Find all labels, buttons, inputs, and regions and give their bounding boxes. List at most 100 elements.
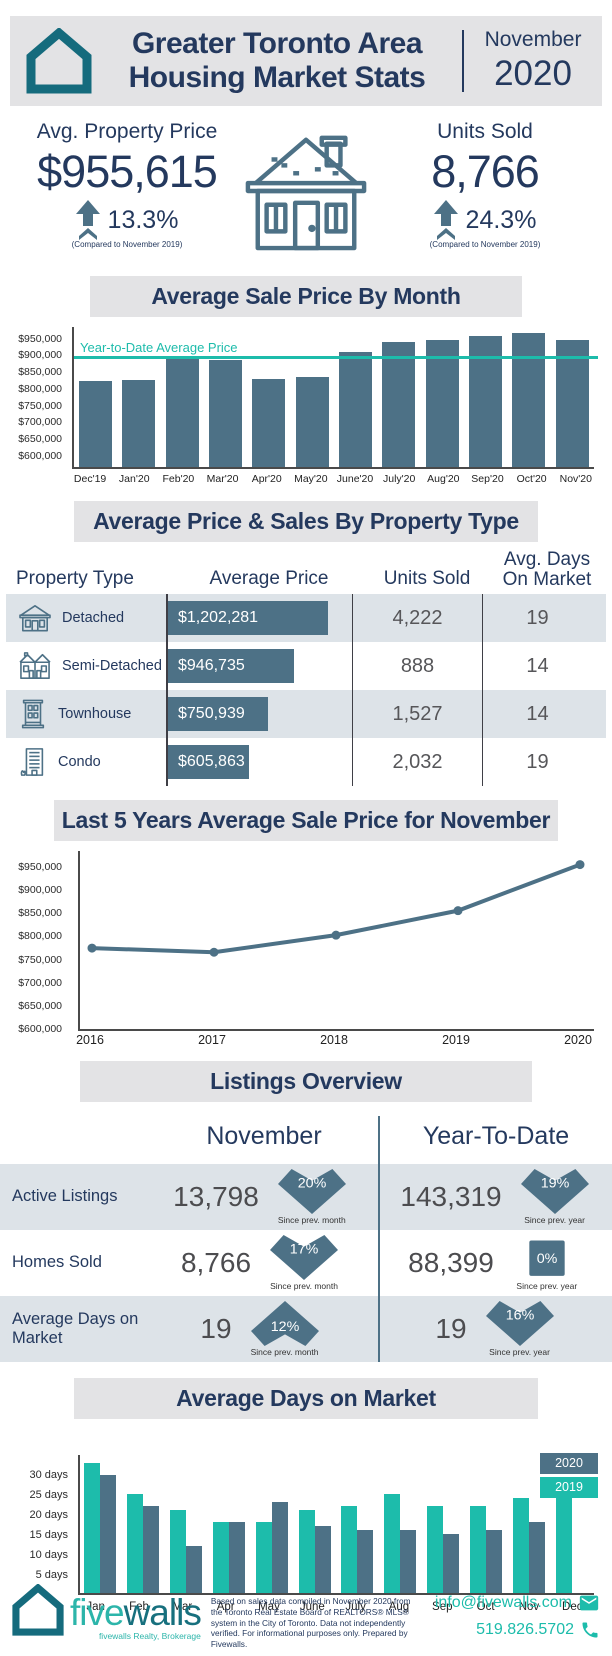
days-bar-2019 <box>341 1506 358 1593</box>
change-indicator: 16% Since prev. year <box>477 1300 563 1357</box>
listings-row-label: Average Days on Market <box>12 1309 139 1347</box>
days-chart-legend: 2020 2019 <box>540 1452 598 1498</box>
listings-row: Average Days on Market 19 12% Since prev. m… <box>0 1295 612 1362</box>
x-axis-tick-label: Sep <box>432 1600 453 1613</box>
condo-icon <box>20 747 44 776</box>
avg-days-cell: 19 <box>482 737 592 786</box>
stat-value: 19 <box>435 1312 467 1344</box>
col-header-units-sold: Units Sold <box>383 567 471 589</box>
avg-price-stat: Avg. Property Price $955,615 13.3% (Comp… <box>22 120 232 249</box>
fivewalls-house-logo-icon <box>26 28 92 94</box>
stat-value: 88,399 <box>408 1246 494 1278</box>
bar-group-Sep <box>427 1455 461 1593</box>
hero-stats: Avg. Property Price $955,615 13.3% (Comp… <box>0 106 612 266</box>
semi-detached-house-icon <box>19 651 51 679</box>
price-bar-Aug'20 <box>425 339 459 467</box>
change-percent: 12% <box>270 1319 299 1335</box>
down-arrow-icon: 20% <box>277 1168 346 1214</box>
days-bar-2020 <box>357 1529 374 1593</box>
units-sold-cell: 2,032 <box>352 737 482 786</box>
data-point-2017 <box>209 947 219 957</box>
fivewalls-wordmark: fivewalls fivewalls Realty, Brokerage <box>70 1594 202 1642</box>
november-cell: 13,798 20% Since prev. month <box>150 1168 378 1225</box>
page-title-line2: Housing Market Stats <box>128 61 426 94</box>
days-bar-2020 <box>186 1545 203 1593</box>
listings-col-november: November <box>206 1122 322 1151</box>
days-bar-2020 <box>271 1502 288 1593</box>
price-bar-Apr'20 <box>252 379 286 467</box>
y-axis-tick-label: $800,000 <box>18 382 62 395</box>
days-bar-2019 <box>555 1478 572 1593</box>
y-axis-tick-label: $700,000 <box>18 976 62 989</box>
days-chart-y-axis: 30 days 25 days 20 days 15 days 10 days 5 day… <box>10 1455 72 1595</box>
price-value-bar: $750,939 <box>168 696 268 731</box>
change-note: Since prev. year <box>489 1346 550 1357</box>
property-table-rows: Detached $1,202,281 4,222 19 Semi-Detached $… <box>6 593 606 786</box>
y-axis-tick-label: $700,000 <box>18 416 62 429</box>
up-arrow-icon <box>433 200 458 240</box>
x-axis-tick-label: Apr'20 <box>251 473 282 485</box>
down-arrow-icon: 17% <box>270 1234 339 1280</box>
email-link[interactable]: info@fivewalls.com <box>434 1594 572 1612</box>
property-table-title: Average Price & Sales By Property Type <box>74 501 538 542</box>
price-bar-May'20 <box>295 376 329 467</box>
five-year-line-chart: $950,000 $900,000 $850,000 $800,000 $750,000… <box>0 845 612 1051</box>
col-header-avg-days: Avg. Days On Market <box>502 549 592 590</box>
five-year-chart-plot <box>78 850 594 1031</box>
y-axis-tick-label: 30 days <box>29 1468 68 1481</box>
change-percent: 16% <box>505 1307 534 1323</box>
units-sold-value: 8,766 <box>431 146 540 197</box>
property-type-cell: Condo <box>6 746 166 778</box>
days-chart-bars <box>80 1455 594 1593</box>
x-axis-tick-label: July'20 <box>382 473 416 485</box>
units-sold-note: (Compared to November 2019) <box>429 240 541 249</box>
days-bar-2019 <box>255 1521 272 1593</box>
y-axis-tick-label: $900,000 <box>18 349 62 362</box>
price-bar-Oct'20 <box>512 333 546 467</box>
monthly-chart-y-axis: $950,000 $900,000 $850,000 $800,000 $750,000… <box>8 327 66 469</box>
days-bar-2020 <box>528 1521 545 1593</box>
days-bar-2019 <box>127 1494 144 1593</box>
x-axis-tick-label: Feb <box>129 1600 149 1613</box>
days-on-market-chart: 30 days 25 days 20 days 15 days 10 days 5 day… <box>10 1449 602 1617</box>
table-row-townhouse: Townhouse $750,939 1,527 14 <box>6 689 606 738</box>
days-bar-2020 <box>443 1533 460 1593</box>
units-sold-stat: Units Sold 8,766 24.3% (Compared to Nove… <box>380 120 590 249</box>
price-bar-Feb'20 <box>165 356 199 467</box>
stat-value: 13,798 <box>173 1180 259 1212</box>
brand-tagline: fivewalls Realty, Brokerage <box>98 1631 201 1642</box>
data-point-2016 <box>87 943 97 953</box>
table-row-detached: Detached $1,202,281 4,222 19 <box>6 593 606 642</box>
days-bar-2019 <box>469 1506 486 1593</box>
phone-link[interactable]: 519.826.5702 <box>476 1621 574 1639</box>
house-illustration-icon <box>245 135 367 251</box>
monthly-chart-x-axis: Dec'19 Jan'20 Feb'20 Mar'20 Apr'20 May'20 June… <box>68 473 598 489</box>
listings-column-divider <box>378 1115 380 1362</box>
y-axis-tick-label: $650,000 <box>18 999 62 1012</box>
x-axis-tick-label: 2019 <box>442 1032 470 1047</box>
y-axis-tick-label: $950,000 <box>18 332 62 345</box>
page-title-line1: Greater Toronto Area <box>131 27 423 61</box>
up-arrow-icon: 12% <box>250 1300 319 1346</box>
listings-row: Active Listings 13,798 20% Since prev. mont… <box>0 1163 612 1230</box>
change-note: Since prev. month <box>277 1214 346 1225</box>
x-axis-tick-label: Nov <box>518 1600 540 1613</box>
change-indicator: 19% Since prev. year <box>512 1168 598 1225</box>
property-type-cell: Semi-Detached <box>6 651 166 681</box>
average-price-cell: $946,735 <box>166 641 352 690</box>
five-year-chart-y-axis: $950,000 $900,000 $850,000 $800,000 $750,000… <box>8 851 70 1035</box>
property-type-name: Condo <box>58 753 101 770</box>
ytd-average-line-label: Year-to-Date Average Price <box>80 339 238 355</box>
y-axis-tick-label: $750,000 <box>18 399 62 412</box>
listings-column-headers: November Year-To-Date <box>0 1110 612 1164</box>
monthly-chart-title: Average Sale Price By Month <box>90 276 522 317</box>
listings-row: Homes Sold 8,766 17% Since prev. month 88,39… <box>0 1230 612 1296</box>
data-point-2018 <box>331 930 341 940</box>
property-type-cell: Townhouse <box>6 698 166 730</box>
avg-price-change-pct: 13.3% <box>107 205 179 234</box>
stat-value: 8,766 <box>180 1246 252 1278</box>
units-sold-label: Units Sold <box>437 120 533 143</box>
y-axis-tick-label: 20 days <box>29 1508 68 1521</box>
days-bar-2019 <box>212 1521 229 1593</box>
